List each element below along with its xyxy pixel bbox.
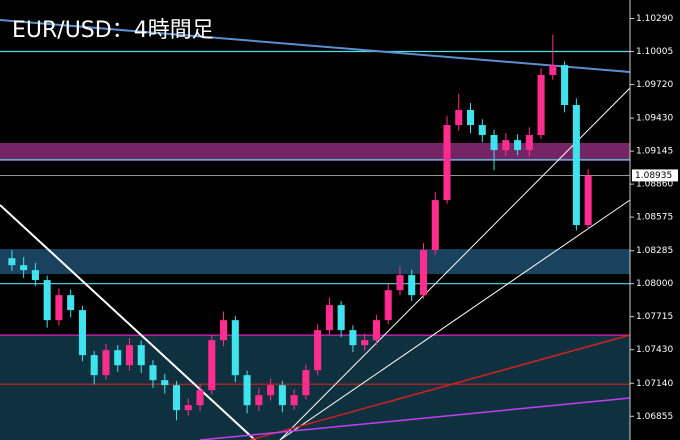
candle-body [208,340,216,391]
candle-body [443,125,451,201]
levels [0,50,630,385]
last-price-box [632,169,678,182]
y-tick-label: 1.07430 [636,345,673,355]
chart-title: EUR/USD：4時間足 [12,18,214,43]
candle-body [8,258,16,266]
candle-body [431,200,439,251]
candle-body [396,275,404,291]
candle-body [243,375,251,406]
candle-body [478,125,486,136]
candle-body [572,105,580,226]
candle-body [125,345,134,366]
candle-body [255,395,263,406]
y-tick-label: 1.08860 [636,180,673,190]
zone [0,143,630,161]
trend-line [279,87,631,440]
candle-body [349,330,357,346]
candle-body [78,310,86,356]
candle-body [90,355,98,376]
candle-body [384,290,392,321]
y-tick-label: 1.08000 [636,279,673,289]
candle-body [302,370,310,396]
trend-line [0,19,631,73]
candle-body [220,320,228,341]
trend-line [199,397,631,440]
y-tick-label: 1.07140 [636,379,673,389]
candle-body [490,135,498,151]
candle-body [325,305,333,331]
candle-body [549,65,557,76]
last-price-label: 1.08935 [635,171,672,181]
candle-body [372,320,380,341]
candle-body [231,320,239,376]
candle-body [161,380,169,386]
y-tick-label: 1.09430 [636,114,673,124]
y-tick-label: 1.10290 [636,14,673,24]
candle-body [408,275,416,296]
candles [8,34,592,421]
candle-body [67,295,75,311]
price-axis: 1.10290 1.10005 1.09720 1.09430 1.09145 1.088… [630,14,678,422]
candle-body [184,405,192,411]
candle-body [514,140,522,151]
candle-body [361,340,369,346]
candle-body [196,390,204,406]
candle-body [20,265,28,271]
candle-body [31,270,39,281]
candle-body [314,330,322,371]
y-tick-label: 1.07715 [636,312,673,322]
candle-body [55,295,63,321]
y-tick-label: 1.09145 [636,147,673,157]
candle-body [172,385,181,411]
candle-body [43,280,51,321]
candle-body [102,350,110,376]
candle-body [137,345,145,366]
trend-lines [0,19,631,440]
y-tick-label: 1.06855 [636,412,673,422]
y-tick-label: 1.08575 [636,213,673,223]
y-tick-label: 1.09720 [636,80,673,90]
candle-body [466,110,475,126]
trend-line [279,199,631,440]
candle-body [584,175,592,226]
candle-body [278,385,286,406]
candle-body [502,140,510,151]
candle-body [455,110,463,126]
candle-body [561,65,569,106]
candle-body [525,135,533,151]
candle-body [337,305,345,331]
candle-body [537,75,545,136]
candle-body [149,365,157,381]
y-tick-label: 1.08285 [636,246,673,256]
trend-line [0,204,256,440]
candle-body [290,395,298,406]
candle-body [267,385,275,396]
trend-line [249,334,631,440]
candle-body [114,350,122,366]
candle-body [419,250,428,296]
y-tick-label: 1.10005 [636,47,673,57]
zone [0,249,630,275]
